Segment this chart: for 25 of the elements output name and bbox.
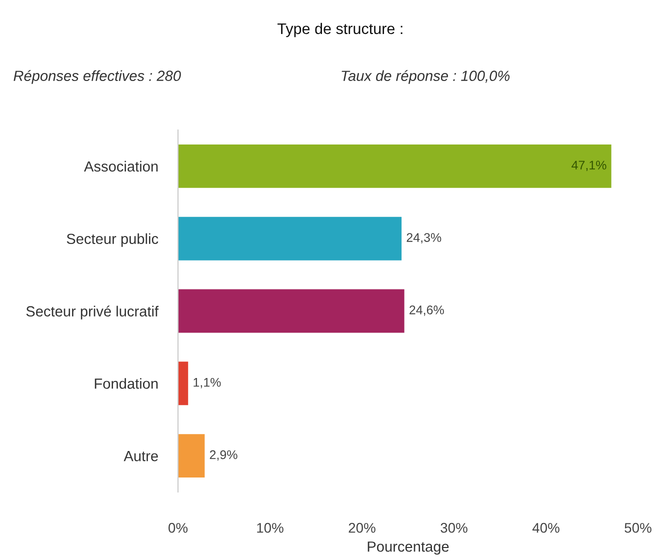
x-tick-label: 50% [624, 522, 652, 533]
x-tick-label: 0% [168, 522, 188, 533]
y-tick-label: Fondation [94, 378, 158, 389]
data-label: 47,1% [572, 160, 606, 172]
data-label: 24,3% [406, 233, 442, 244]
y-tick-label: Autre [124, 451, 158, 462]
y-tick-label: Secteur privé lucratif [26, 306, 159, 320]
bar [178, 289, 404, 333]
text: Réponses effectives : 280 [14, 70, 181, 84]
data-label: 24,6% [410, 306, 444, 316]
x-tick-label: 10% [257, 522, 284, 533]
bar [178, 144, 612, 188]
text: Taux de réponse : 100,0% [342, 70, 510, 84]
data-label: 1,1% [194, 378, 221, 388]
bar [178, 216, 402, 260]
y-tick-label: Association [84, 160, 158, 172]
x-tick-label: 20% [348, 522, 376, 533]
x-axis-title: Pourcentage [368, 542, 449, 555]
x-tick-label: 30% [440, 522, 468, 533]
bar [178, 362, 188, 406]
data-label: 2,9% [210, 450, 238, 461]
y-tick-label: Secteur public [66, 233, 158, 247]
chart-title: Type de structure : [278, 22, 402, 38]
bar [178, 434, 205, 478]
x-tick-label: 40% [532, 522, 560, 533]
